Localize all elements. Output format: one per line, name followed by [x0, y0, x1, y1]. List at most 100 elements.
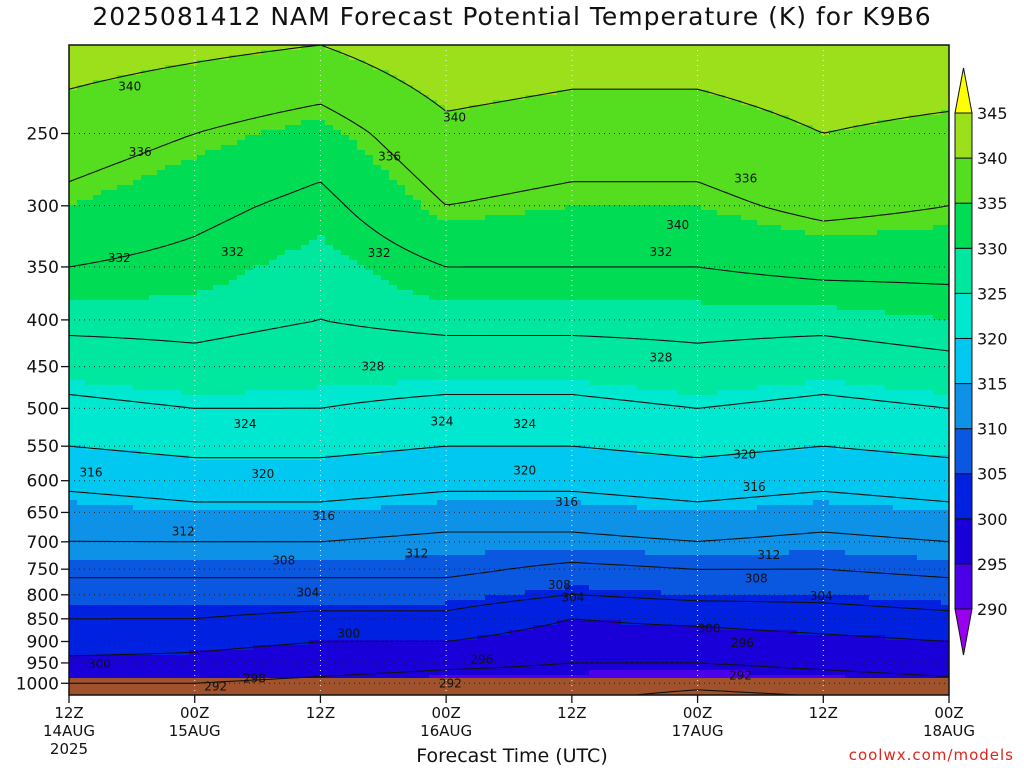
- theta-cell: [69, 280, 230, 286]
- theta-cell: [845, 380, 949, 386]
- contour-300: [69, 618, 949, 657]
- theta-cell: [789, 115, 910, 121]
- contour-label: 316: [743, 480, 766, 494]
- contour-label: 292: [204, 679, 227, 693]
- colorbar-tick-label: 300: [977, 510, 1008, 529]
- theta-fill-layer: [69, 45, 949, 695]
- theta-cell: [165, 65, 374, 71]
- theta-cell: [69, 180, 134, 186]
- theta-cell: [69, 405, 949, 411]
- theta-cell: [701, 300, 949, 306]
- y-tick-label: 750: [27, 560, 59, 580]
- colorbar-tick-label: 335: [977, 194, 1008, 213]
- theta-cell: [253, 645, 949, 651]
- colorbar-tick-label: 325: [977, 284, 1008, 303]
- theta-cell: [325, 455, 694, 461]
- theta-cell: [717, 210, 949, 216]
- contour-label: 340: [443, 110, 466, 124]
- theta-cell: [301, 45, 326, 51]
- theta-cell: [69, 110, 774, 116]
- theta-cell: [69, 460, 949, 466]
- theta-cell: [69, 425, 949, 431]
- theta-cell: [69, 235, 318, 241]
- theta-cell: [421, 200, 949, 206]
- theta-cell: [69, 270, 246, 276]
- theta-cell: [437, 100, 494, 106]
- theta-cell: [69, 175, 142, 181]
- contour-label: 300: [337, 626, 360, 640]
- theta-cell: [69, 170, 158, 176]
- y-tick-label: 350: [27, 258, 59, 278]
- y-tick-label: 450: [27, 358, 59, 378]
- theta-cell: [373, 155, 949, 161]
- theta-cell: [341, 50, 949, 56]
- colorbar: 290 295 300 305 310 315 320 325 330 335 340 345: [954, 67, 1008, 656]
- contour-label: 324: [513, 417, 536, 431]
- theta-cell: [69, 315, 934, 321]
- colorbar-segment: [954, 428, 973, 475]
- theta-cell: [389, 175, 949, 181]
- theta-cell: [69, 320, 949, 326]
- theta-cell: [69, 375, 949, 381]
- theta-cell: [237, 140, 358, 146]
- x-tick-label: 00Z: [683, 704, 712, 722]
- theta-cell: [69, 390, 182, 396]
- theta-cell: [69, 520, 949, 526]
- theta-cell: [69, 545, 949, 551]
- theta-cell: [69, 65, 166, 71]
- theta-cell: [421, 90, 558, 96]
- colorbar-segment: [954, 157, 973, 204]
- y-tick-label: 950: [27, 654, 59, 674]
- theta-cell: [813, 125, 854, 131]
- y-tick-label: 250: [27, 124, 59, 144]
- contour-label: 328: [649, 351, 672, 365]
- credit-link[interactable]: coolwx.com/models: [848, 746, 1014, 764]
- contour-label: 308: [272, 554, 295, 568]
- theta-cell: [69, 395, 949, 401]
- theta-cell: [69, 655, 949, 661]
- theta-cell: [117, 75, 398, 81]
- theta-cell: [757, 220, 949, 226]
- theta-cell: [245, 135, 350, 141]
- theta-cell: [221, 145, 358, 151]
- contour-label-layer: 340 340 340 336 336 336 332 332 332 332 328 328 324 3…: [80, 79, 833, 693]
- colorbar-bottom-arrow: [954, 608, 973, 656]
- theta-cell: [69, 550, 486, 556]
- theta-cell: [69, 60, 198, 66]
- theta-cell: [885, 635, 949, 641]
- theta-cell: [69, 620, 558, 626]
- theta-cell: [69, 100, 438, 106]
- theta-cell: [69, 45, 302, 51]
- theta-cell: [245, 270, 374, 276]
- theta-cell: [445, 600, 942, 606]
- theta-cell: [525, 210, 718, 216]
- theta-cell: [237, 275, 382, 281]
- theta-cell: [69, 225, 782, 231]
- theta-cell: [525, 95, 726, 101]
- theta-cell: [181, 390, 246, 396]
- theta-cell: [365, 150, 949, 156]
- theta-cell: [69, 240, 310, 246]
- theta-cell: [357, 145, 949, 151]
- theta-cell: [69, 50, 262, 56]
- y-tick-label: 300: [27, 197, 59, 217]
- theta-cell: [69, 590, 526, 596]
- theta-cell: [69, 650, 190, 656]
- theta-cell: [397, 75, 949, 81]
- theta-cell: [69, 310, 886, 316]
- theta-cell: [333, 245, 949, 251]
- contour-324: [69, 393, 949, 409]
- theta-cell: [69, 185, 118, 191]
- theta-cell: [373, 270, 949, 276]
- grid-layer: [68, 45, 950, 695]
- contour-label: 332: [221, 245, 244, 259]
- theta-cell: [589, 670, 750, 676]
- colorbar-segment: [954, 563, 973, 610]
- theta-cell: [141, 175, 390, 181]
- x-tick-label: 12Z: [54, 704, 83, 722]
- theta-cell: [69, 265, 254, 271]
- theta-cell: [877, 230, 949, 236]
- theta-cell: [397, 180, 949, 186]
- x-tick-label: 15AUG: [169, 722, 221, 740]
- theta-cell: [725, 95, 949, 101]
